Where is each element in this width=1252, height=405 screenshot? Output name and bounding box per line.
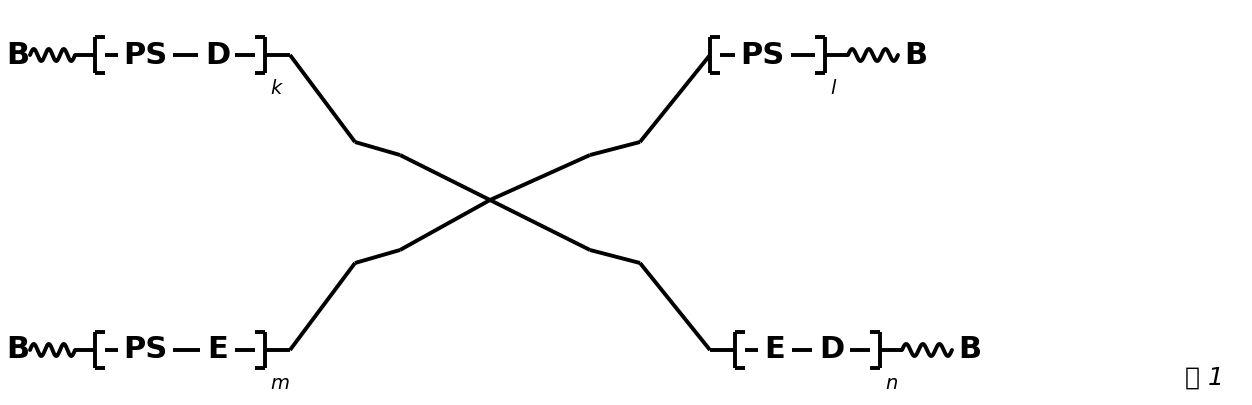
- Text: k: k: [270, 79, 282, 98]
- Text: PS: PS: [123, 335, 167, 364]
- Text: B: B: [959, 335, 982, 364]
- Text: n: n: [885, 374, 898, 393]
- Text: B: B: [904, 40, 928, 70]
- Text: PS: PS: [740, 40, 784, 70]
- Text: D: D: [205, 40, 230, 70]
- Text: l: l: [830, 79, 835, 98]
- Text: B: B: [6, 40, 30, 70]
- Text: D: D: [819, 335, 845, 364]
- Text: B: B: [6, 335, 30, 364]
- Text: E: E: [765, 335, 785, 364]
- Text: PS: PS: [123, 40, 167, 70]
- Text: m: m: [270, 374, 289, 393]
- Text: E: E: [208, 335, 228, 364]
- Text: 式 1: 式 1: [1184, 366, 1224, 390]
